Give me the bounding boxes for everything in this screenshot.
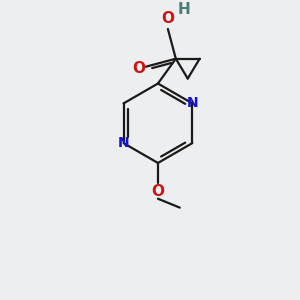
Text: N: N [118, 136, 129, 150]
Text: O: O [152, 184, 164, 199]
Text: O: O [161, 11, 174, 26]
Text: H: H [177, 2, 190, 16]
Text: O: O [133, 61, 146, 76]
Text: N: N [187, 96, 198, 110]
